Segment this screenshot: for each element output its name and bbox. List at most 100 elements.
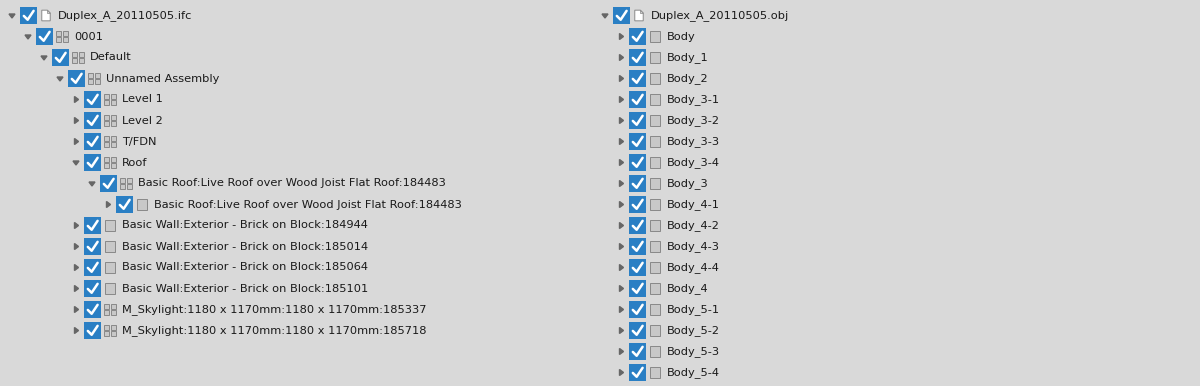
Polygon shape [107, 201, 110, 208]
Bar [88, 73, 94, 78]
Polygon shape [641, 10, 643, 13]
Bar [120, 178, 126, 183]
Bar [104, 303, 109, 309]
Bar [88, 79, 94, 85]
Bar [629, 49, 646, 66]
Bar [62, 37, 68, 42]
Bar [629, 133, 646, 150]
Bar [110, 142, 116, 147]
Polygon shape [619, 34, 624, 39]
Text: Level 1: Level 1 [122, 95, 163, 105]
Bar [649, 115, 660, 126]
Polygon shape [619, 181, 624, 186]
Bar [649, 73, 660, 84]
Bar [629, 112, 646, 129]
Bar [629, 280, 646, 297]
Polygon shape [619, 349, 624, 354]
Bar [649, 157, 660, 168]
Bar [110, 163, 116, 168]
Bar [629, 91, 646, 108]
Polygon shape [10, 14, 14, 18]
Bar [110, 331, 116, 337]
Polygon shape [74, 117, 78, 124]
Bar [104, 241, 115, 252]
Polygon shape [47, 10, 50, 13]
Polygon shape [619, 96, 624, 103]
Bar [116, 196, 133, 213]
Bar [78, 51, 84, 57]
Polygon shape [25, 35, 31, 39]
Bar [104, 93, 109, 99]
Polygon shape [74, 244, 78, 249]
Bar [629, 28, 646, 45]
Bar [629, 259, 646, 276]
Bar [613, 7, 630, 24]
Text: Body_3-3: Body_3-3 [667, 136, 720, 147]
Bar [137, 199, 148, 210]
Polygon shape [619, 159, 624, 166]
Bar [104, 220, 115, 231]
Bar [84, 217, 101, 234]
Bar [649, 346, 660, 357]
Text: Body_5-3: Body_5-3 [667, 346, 720, 357]
Text: Body_2: Body_2 [667, 73, 709, 84]
Bar [629, 217, 646, 234]
Text: Body_5-1: Body_5-1 [667, 304, 720, 315]
Bar [629, 175, 646, 192]
Text: Duplex_A_20110505.ifc: Duplex_A_20110505.ifc [58, 10, 192, 21]
Text: M_Skylight:1180 x 1170mm:1180 x 1170mm:185337: M_Skylight:1180 x 1170mm:1180 x 1170mm:1… [122, 304, 426, 315]
Polygon shape [602, 14, 608, 18]
Polygon shape [619, 222, 624, 229]
Bar [649, 52, 660, 63]
Polygon shape [74, 286, 78, 291]
Bar [95, 73, 100, 78]
Bar [104, 156, 109, 162]
Text: Basic Wall:Exterior - Brick on Block:185014: Basic Wall:Exterior - Brick on Block:185… [122, 242, 368, 252]
Text: Body_1: Body_1 [667, 52, 709, 63]
Bar [104, 142, 109, 147]
Bar [84, 322, 101, 339]
Bar [104, 115, 109, 120]
Text: Body_3-1: Body_3-1 [667, 94, 720, 105]
Polygon shape [74, 222, 78, 229]
Bar [20, 7, 37, 24]
Bar [84, 238, 101, 255]
Polygon shape [619, 201, 624, 208]
Bar [104, 100, 109, 105]
Bar [649, 199, 660, 210]
Bar [68, 70, 85, 87]
Bar [104, 121, 109, 127]
Text: Body_4-3: Body_4-3 [667, 241, 720, 252]
Bar [84, 112, 101, 129]
Text: Duplex_A_20110505.obj: Duplex_A_20110505.obj [650, 10, 790, 21]
Bar [629, 154, 646, 171]
Bar [110, 135, 116, 141]
Polygon shape [74, 327, 78, 334]
Bar [649, 136, 660, 147]
Bar [649, 241, 660, 252]
Bar [126, 178, 132, 183]
Text: Body_4-4: Body_4-4 [667, 262, 720, 273]
Text: Basic Roof:Live Roof over Wood Joist Flat Roof:184483: Basic Roof:Live Roof over Wood Joist Fla… [138, 178, 446, 188]
Bar [56, 37, 61, 42]
Text: Body_4-2: Body_4-2 [667, 220, 720, 231]
Polygon shape [89, 182, 95, 186]
Polygon shape [73, 161, 79, 165]
Bar [629, 364, 646, 381]
Polygon shape [74, 306, 78, 313]
Bar [649, 31, 660, 42]
Text: Basic Wall:Exterior - Brick on Block:185064: Basic Wall:Exterior - Brick on Block:185… [122, 262, 368, 273]
Bar [649, 304, 660, 315]
Bar [78, 58, 84, 63]
Bar [629, 238, 646, 255]
Bar [629, 196, 646, 213]
Polygon shape [74, 96, 78, 103]
Polygon shape [58, 77, 64, 81]
Bar [649, 283, 660, 294]
Bar [84, 301, 101, 318]
Text: Body_5-4: Body_5-4 [667, 367, 720, 378]
Bar [110, 93, 116, 99]
Text: Body_3: Body_3 [667, 178, 709, 189]
Bar [110, 325, 116, 330]
Bar [84, 91, 101, 108]
